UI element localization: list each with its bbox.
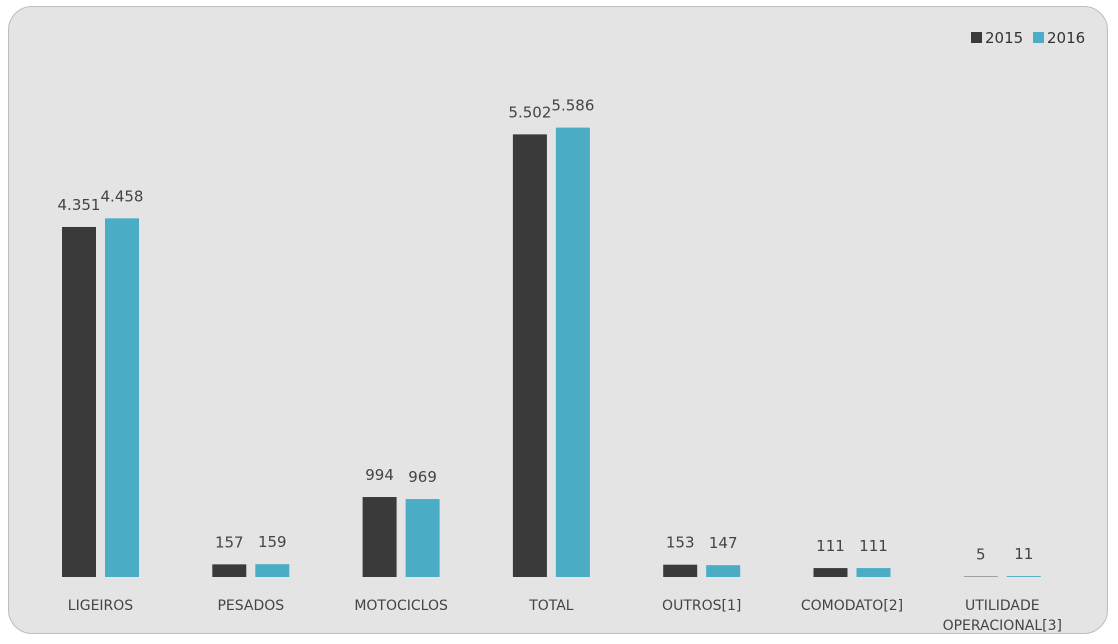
- data-label-2015-3: 5.502: [508, 103, 551, 121]
- legend-swatch-2016: [1033, 32, 1044, 43]
- legend-label-2016: 2016: [1047, 29, 1085, 47]
- bar-2015-4: [663, 564, 698, 577]
- bar-2016-5: [856, 568, 891, 577]
- category-label-4: OUTROS[1]: [662, 598, 741, 614]
- bar-2015-5: [813, 568, 848, 577]
- category-label-2: MOTOCICLOS: [354, 598, 448, 614]
- data-label-2015-2: 994: [365, 466, 394, 484]
- category-label-5: COMODATO[2]: [801, 598, 903, 614]
- bar-2016-4: [706, 565, 741, 577]
- data-label-2016-3: 5.586: [551, 97, 594, 115]
- data-label-2015-0: 4.351: [58, 196, 101, 214]
- data-label-2016-4: 147: [709, 534, 738, 552]
- data-label-2015-4: 153: [666, 534, 695, 552]
- category-label-1: PESADOS: [217, 598, 284, 614]
- bar-2016-6: [1006, 576, 1041, 577]
- category-label-6-1: OPERACIONAL[3]: [943, 618, 1062, 634]
- bar-2016-1: [255, 564, 290, 577]
- data-label-2015-6: 5: [976, 546, 986, 564]
- data-label-2016-0: 4.458: [101, 187, 144, 205]
- bar-2015-0: [62, 226, 96, 578]
- chart-container: 4.351 4.458 LIGEIROS 157 159 PESADOS 994 969 MOT…: [8, 6, 1108, 634]
- data-label-2016-1: 159: [258, 533, 287, 551]
- legend-label-2015: 2015: [985, 29, 1023, 47]
- data-label-2016-2: 969: [408, 468, 437, 486]
- data-label-2015-1: 157: [215, 533, 244, 551]
- category-label-3: TOTAL: [528, 598, 574, 614]
- data-label-2016-5: 111: [859, 537, 888, 555]
- bar-2016-3: [555, 127, 590, 578]
- bar-2016-0: [105, 218, 139, 578]
- category-label-0: LIGEIROS: [68, 598, 133, 614]
- bar-chart: 4.351 4.458 LIGEIROS 157 159 PESADOS 994 969 MOT…: [58, 29, 1086, 634]
- legend-swatch-2015: [971, 32, 982, 43]
- bar-2016-2: [405, 499, 440, 577]
- bar-2015-3: [512, 134, 547, 577]
- data-label-2016-6: 11: [1014, 545, 1033, 563]
- category-label-6-0: UTILIDADE: [965, 598, 1040, 614]
- bar-2015-2: [362, 497, 397, 577]
- data-label-2015-5: 111: [816, 537, 845, 555]
- bar-2015-1: [212, 564, 247, 577]
